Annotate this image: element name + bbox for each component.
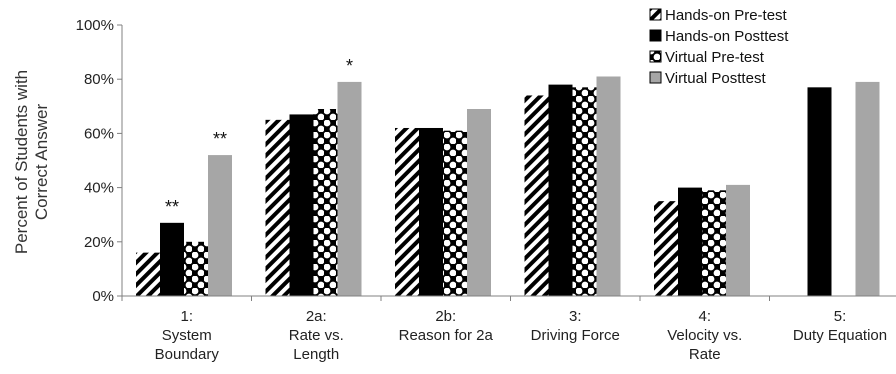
x-axis-labels: 1: System Boundary 2a: Rate vs. Length 2b: Reas…	[155, 308, 887, 363]
bar-hands-on-pre-test	[395, 127, 419, 296]
x-category-label: 1: System Boundary	[155, 308, 220, 363]
x-category-label: 4: Velocity vs. Rate	[667, 308, 742, 363]
y-axis-title-line2: Correct Answer	[32, 104, 51, 221]
y-tick-label: 100%	[76, 17, 114, 34]
bar-virtual-posttest	[855, 81, 880, 296]
bar-hands-on-posttest	[548, 84, 573, 297]
bar-virtual-posttest	[337, 81, 362, 296]
y-tick-label: 60%	[84, 125, 114, 142]
bar-virtual-pre-test	[184, 241, 208, 296]
y-tick-label: 20%	[84, 234, 114, 251]
bar-virtual-posttest	[726, 184, 750, 296]
x-category-label: 3: Driving Force	[531, 308, 620, 344]
legend-label: Virtual Pre-test	[665, 49, 765, 66]
legend-swatch	[649, 50, 662, 63]
y-tick-label: 40%	[84, 180, 114, 197]
y-axis-title: Percent of Students with Correct Answer	[12, 70, 51, 254]
bar-virtual-pre-test	[443, 130, 467, 296]
bars	[136, 76, 880, 297]
significance-marker: **	[165, 197, 179, 217]
bar-hands-on-pre-test	[136, 252, 160, 296]
legend-label: Hands-on Pre-test	[665, 7, 788, 24]
bar-virtual-pre-test	[572, 87, 597, 296]
x-axis	[121, 295, 896, 301]
bar-hands-on-pre-test	[654, 201, 678, 296]
bar-hands-on-pre-test	[265, 119, 290, 296]
legend-swatch	[649, 8, 662, 21]
bar-hands-on-posttest	[807, 87, 832, 296]
x-category-label: 5: Duty Equation	[793, 308, 887, 344]
y-axis: 0% 20% 40% 60% 80% 100%	[76, 17, 123, 305]
significance-marker: *	[346, 56, 353, 76]
y-axis-title-line1: Percent of Students with	[12, 70, 31, 254]
legend-swatch	[649, 29, 662, 42]
bar-virtual-pre-test	[702, 190, 726, 296]
legend: Hands-on Pre-test Hands-on Posttest Virtua…	[649, 7, 789, 87]
y-tick-label: 0%	[92, 288, 114, 305]
bar-virtual-pre-test	[313, 109, 338, 296]
x-category-label: 2a: Rate vs. Length	[289, 308, 344, 363]
y-tick-label: 80%	[84, 71, 114, 88]
x-category-label: 2b: Reason for 2a	[399, 308, 494, 344]
bar-virtual-posttest	[467, 109, 491, 296]
legend-swatch	[649, 71, 662, 84]
bar-hands-on-posttest	[419, 127, 443, 296]
significance-marker: **	[213, 129, 227, 149]
bar-hands-on-pre-test	[524, 95, 549, 297]
annotations: *****	[165, 56, 353, 217]
legend-label: Virtual Posttest	[665, 70, 766, 87]
bar-hands-on-posttest	[289, 114, 314, 297]
bar-hands-on-posttest	[160, 222, 184, 296]
bar-virtual-posttest	[208, 155, 232, 296]
bar-virtual-posttest	[596, 76, 621, 297]
legend-label: Hands-on Posttest	[665, 28, 789, 45]
bar-hands-on-posttest	[678, 187, 702, 296]
